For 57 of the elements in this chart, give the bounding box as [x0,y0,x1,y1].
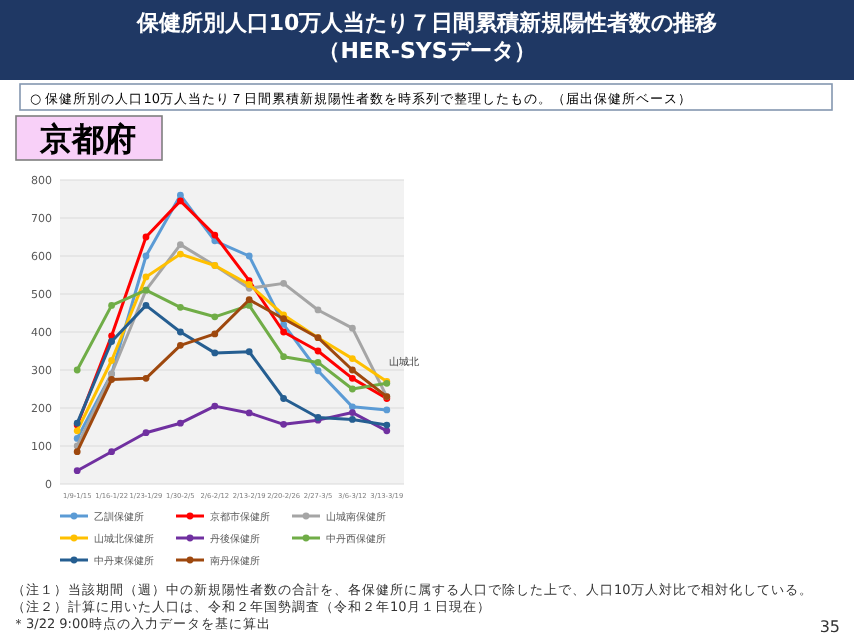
point [245,302,253,309]
point [383,406,391,414]
point [245,296,253,304]
point [245,252,253,260]
point [177,197,184,205]
point [108,357,115,364]
point [245,409,253,417]
point [211,402,219,410]
point [177,303,184,311]
text: 京都府 [38,120,136,158]
point [108,376,115,383]
point [280,353,287,361]
point [142,429,150,437]
point [177,341,184,349]
point [245,348,253,356]
point [211,313,219,321]
chart-title: 保健所別人口10万人当たり７日間累積新規陽性者数の推移（HER-SYSデータ） [134,10,718,64]
point [177,328,184,336]
point [73,366,81,374]
point [177,250,184,258]
point [142,374,150,382]
point [177,419,184,427]
point [314,306,322,314]
point [280,328,287,336]
point [211,349,219,357]
text: 35 [819,618,840,636]
point [349,355,356,362]
point [73,467,81,475]
point [349,374,356,382]
point [383,421,391,429]
point [108,302,115,309]
point [108,448,115,456]
point [349,409,356,416]
point [280,279,287,287]
point [314,347,322,355]
point [349,403,356,411]
point [177,191,184,199]
point [280,420,287,428]
point [142,233,150,241]
point [108,338,115,345]
point [177,241,184,248]
point [142,252,150,260]
point [142,273,150,281]
point [349,385,356,393]
point [73,427,81,435]
point [349,324,356,332]
point [314,367,322,375]
point [349,416,356,423]
point [142,302,150,309]
point [383,427,391,435]
point [211,231,219,239]
point [211,330,219,338]
point [349,366,356,374]
point [280,395,287,402]
point [280,321,287,328]
point [73,448,81,456]
point [314,359,322,366]
